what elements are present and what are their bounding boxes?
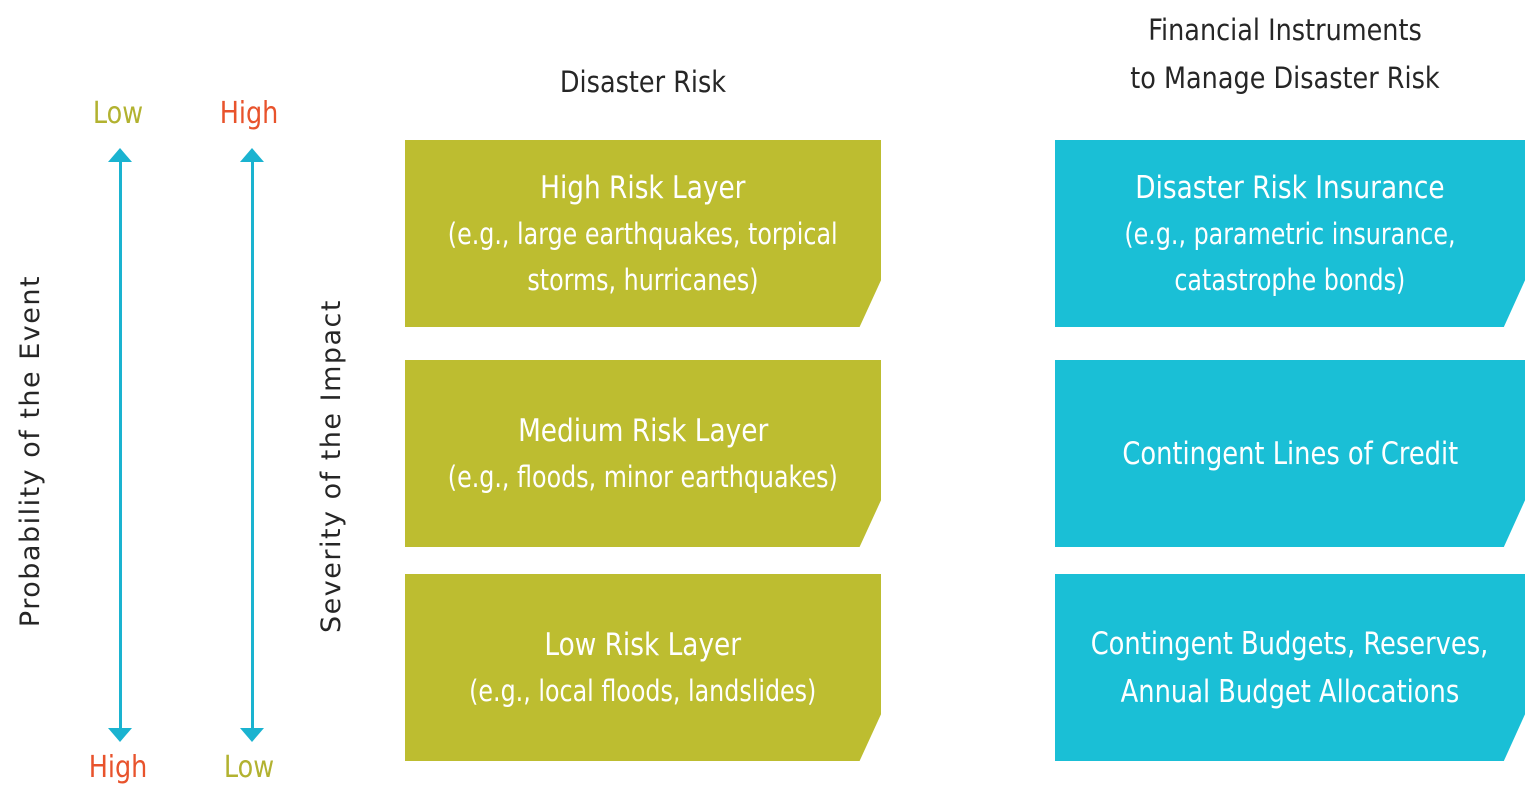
probability-axis-title: Probability of the Event bbox=[15, 274, 46, 628]
probability-top-label: Low bbox=[92, 96, 144, 131]
instrument-title: Contingent Budgets, Reserves, bbox=[1091, 625, 1489, 662]
instruments-header-line2: to Manage Disaster Risk bbox=[1130, 61, 1440, 95]
instrument-budgets: Contingent Budgets, Reserves, Annual Bud… bbox=[1055, 574, 1525, 761]
probability-bottom-label: High bbox=[88, 750, 148, 785]
arrow-head-down-icon bbox=[108, 728, 132, 742]
risk-layer-title: High Risk Layer bbox=[540, 169, 746, 206]
arrow-head-up-icon bbox=[108, 148, 132, 162]
risk-layer-example: storms, hurricanes) bbox=[527, 262, 759, 297]
instrument-insurance: Disaster Risk Insurance (e.g., parametri… bbox=[1055, 140, 1525, 327]
instrument-title: Annual Budget Allocations bbox=[1120, 673, 1460, 710]
arrow-head-up-icon bbox=[240, 148, 264, 162]
risk-layer-medium: Medium Risk Layer (e.g., floods, minor e… bbox=[405, 360, 881, 547]
severity-top-label: High bbox=[219, 96, 279, 131]
instrument-title: Disaster Risk Insurance bbox=[1135, 169, 1445, 206]
risk-layer-title: Low Risk Layer bbox=[544, 626, 742, 663]
risk-layer-example: (e.g., local floods, landslides) bbox=[469, 673, 817, 708]
disaster-risk-header-text: Disaster Risk bbox=[559, 65, 727, 99]
instrument-example: catastrophe bonds) bbox=[1174, 262, 1406, 297]
severity-arrow bbox=[240, 148, 264, 742]
risk-layer-high: High Risk Layer (e.g., large earthquakes… bbox=[405, 140, 881, 327]
severity-bottom-label: Low bbox=[223, 750, 275, 785]
risk-layer-title: Medium Risk Layer bbox=[517, 412, 769, 449]
instruments-header: Financial Instruments to Manage Disaster… bbox=[1055, 6, 1515, 102]
disaster-risk-header: Disaster Risk bbox=[405, 58, 881, 106]
instrument-example: (e.g., parametric insurance, bbox=[1124, 216, 1456, 251]
arrow-shaft bbox=[118, 160, 122, 730]
instruments-header-line1: Financial Instruments bbox=[1148, 13, 1422, 47]
risk-layer-example: (e.g., large earthquakes, torpical bbox=[448, 216, 838, 251]
instrument-credit: Contingent Lines of Credit bbox=[1055, 360, 1525, 547]
arrow-head-down-icon bbox=[240, 728, 264, 742]
instrument-title: Contingent Lines of Credit bbox=[1122, 435, 1458, 472]
severity-axis-title: Severity of the Impact bbox=[316, 299, 347, 633]
arrow-shaft bbox=[250, 160, 254, 730]
risk-layer-example: (e.g., floods, minor earthquakes) bbox=[448, 459, 838, 494]
probability-arrow bbox=[108, 148, 132, 742]
risk-layer-low: Low Risk Layer (e.g., local floods, land… bbox=[405, 574, 881, 761]
